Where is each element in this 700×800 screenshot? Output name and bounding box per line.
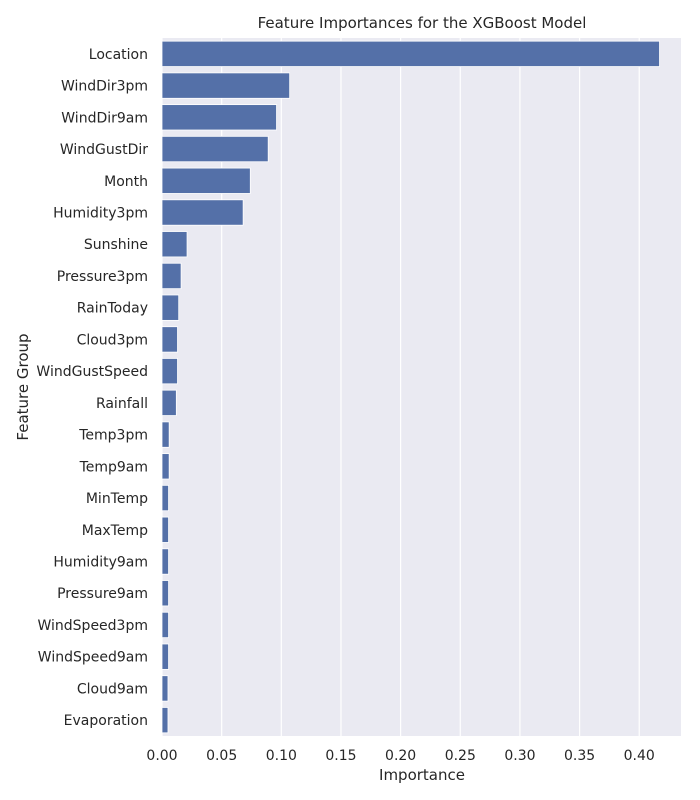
bar-windgustspeed: [161, 358, 178, 385]
y-tick-label: Humidity3pm: [53, 206, 148, 222]
bar-raintoday: [161, 294, 180, 321]
x-tick-label: 0.15: [325, 748, 356, 764]
chart-title: Feature Importances for the XGBoost Mode…: [258, 14, 587, 32]
y-tick-labels: Location WindDir3pm WindDir9am WindGustDir M…: [36, 47, 148, 729]
y-tick-label: Temp9am: [79, 459, 148, 475]
y-tick-label: WindDir9am: [61, 110, 148, 126]
y-tick-label: Pressure9am: [57, 586, 148, 602]
y-tick-label: Month: [104, 174, 148, 190]
bar-pressure9am: [161, 580, 169, 607]
x-tick-labels: 0.00 0.05 0.10 0.15 0.20 0.25 0.30 0.35 0.40: [146, 748, 654, 764]
x-tick-label: 0.35: [564, 748, 595, 764]
bar-evaporation: [161, 707, 169, 734]
bar-humidity3pm: [161, 199, 244, 226]
y-tick-label: MaxTemp: [82, 523, 148, 539]
y-tick-label: Evaporation: [64, 713, 148, 729]
bar-mintemp: [161, 484, 169, 512]
bar-sunshine: [161, 231, 188, 258]
y-tick-label: Cloud3pm: [77, 332, 148, 348]
bar-winddir9am: [161, 104, 277, 131]
bar-maxtemp: [161, 516, 169, 543]
bar-winddir3pm: [161, 72, 291, 99]
x-tick-label: 0.10: [266, 748, 297, 764]
y-tick-label: Pressure3pm: [57, 269, 148, 285]
y-tick-label: Location: [89, 47, 148, 63]
bar-rainfall: [161, 389, 177, 416]
y-tick-label: WindSpeed9am: [38, 650, 148, 666]
x-tick-label: 0.40: [624, 748, 655, 764]
y-tick-label: WindSpeed3pm: [37, 618, 148, 634]
y-tick-label: WindDir3pm: [61, 79, 148, 95]
bar-month: [161, 167, 251, 194]
y-tick-label: Rainfall: [96, 396, 148, 412]
x-tick-label: 0.20: [385, 748, 416, 764]
x-tick-label: 0.00: [146, 748, 177, 764]
x-tick-label: 0.30: [504, 748, 535, 764]
bar-temp3pm: [161, 421, 170, 448]
y-tick-label: Sunshine: [84, 237, 148, 253]
y-tick-label: RainToday: [77, 301, 148, 317]
y-tick-label: Temp3pm: [78, 428, 148, 444]
bar-cloud3pm: [161, 326, 178, 353]
bar-windspeed9am: [161, 643, 169, 670]
y-tick-label: WindGustSpeed: [36, 364, 148, 380]
bars-group: [161, 40, 660, 734]
y-tick-label: Cloud9am: [77, 681, 148, 697]
bar-pressure3pm: [161, 262, 182, 290]
bar-humidity9am: [161, 548, 169, 575]
x-tick-label: 0.25: [445, 748, 476, 764]
y-tick-label: WindGustDir: [60, 142, 148, 158]
y-tick-label: MinTemp: [86, 491, 148, 507]
bar-windgustdir: [161, 135, 269, 163]
bar-location: [161, 40, 660, 67]
bar-temp9am: [161, 453, 170, 480]
x-tick-label: 0.05: [206, 748, 237, 764]
bar-windspeed3pm: [161, 611, 169, 639]
x-axis-label: Importance: [379, 766, 465, 784]
y-axis-label: Feature Group: [14, 333, 32, 440]
bar-cloud9am: [161, 675, 169, 702]
y-tick-label: Humidity9am: [53, 555, 148, 571]
